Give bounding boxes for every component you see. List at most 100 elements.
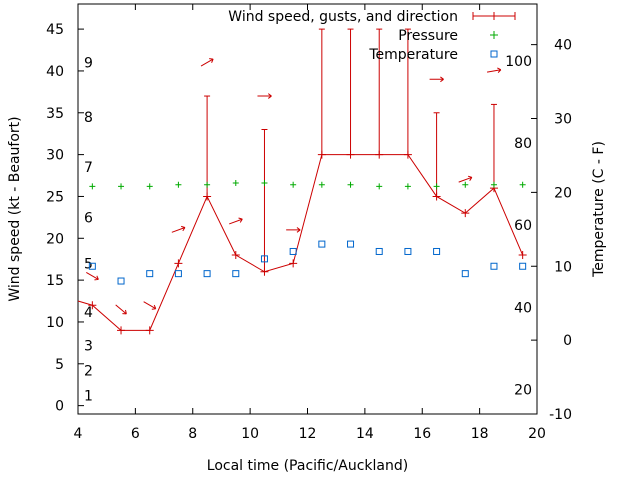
pressure-point: [261, 180, 268, 187]
x-tick-label: 14: [356, 426, 374, 442]
x-tick-label: 18: [471, 426, 489, 442]
wind-point: [203, 192, 212, 201]
temperature-point: [347, 240, 355, 248]
x-tick-label: 4: [74, 426, 83, 442]
beaufort-label: 7: [84, 160, 93, 176]
wind-direction-arrow: [86, 272, 99, 281]
x-tick-label: 8: [188, 426, 197, 442]
y-tick-label: 5: [55, 357, 64, 373]
y-tick-label: 40: [46, 64, 64, 80]
beaufort-label: 2: [84, 363, 93, 379]
beaufort-label: 4: [84, 305, 93, 321]
beaufort-label: 6: [84, 210, 93, 226]
wind-point: [375, 150, 384, 159]
y2-tick-label: 20: [554, 185, 572, 201]
pressure-point: [175, 181, 182, 188]
y2-tick-label: 10: [554, 259, 572, 275]
pressure-point: [146, 183, 153, 190]
beaufort-label: 9: [84, 56, 93, 72]
x-tick-label: 20: [528, 426, 546, 442]
pressure-point: [89, 183, 96, 190]
y2-tick-label: 30: [554, 112, 572, 128]
pressure-point: [404, 183, 411, 190]
pressure-point: [490, 181, 497, 188]
wind-point: [174, 259, 183, 268]
temperature-point: [318, 240, 326, 248]
temperature-point: [289, 247, 297, 255]
y2-axis-title: Temperature (C - F): [591, 141, 607, 278]
wind-direction-arrow: [429, 76, 444, 83]
temperature-point: [404, 247, 412, 255]
fahrenheit-label: 60: [514, 218, 532, 234]
y2-tick-label: -10: [549, 407, 572, 423]
wind-point: [88, 301, 97, 310]
wind-point: [461, 209, 470, 218]
wind-speed-line: [77, 154, 524, 331]
wind-point: [260, 267, 269, 276]
pressure-point: [347, 181, 354, 188]
fahrenheit-label: 20: [514, 383, 532, 399]
beaufort-label: 1: [84, 389, 93, 405]
y-tick-label: 0: [55, 399, 64, 415]
wind-point: [317, 150, 326, 159]
pressure-point: [519, 181, 526, 188]
y-tick-label: 25: [46, 189, 64, 205]
temperature-point: [260, 255, 268, 263]
temperature-point: [461, 270, 469, 278]
y2-tick-label: 40: [554, 38, 572, 54]
beaufort-label: 3: [84, 338, 93, 354]
x-tick-label: 16: [413, 426, 431, 442]
legend-swatch-pressure: [490, 31, 498, 39]
wind-direction-arrow: [486, 67, 502, 73]
pressure-point: [433, 183, 440, 190]
temperature-point: [490, 262, 498, 270]
pressure-point: [318, 181, 325, 188]
temperature-point: [203, 270, 211, 278]
pressure-point: [232, 180, 239, 187]
wind-point: [145, 326, 154, 335]
wind-direction-arrow: [229, 217, 243, 225]
temperature-point: [146, 270, 154, 278]
legend-label-temperature: Temperature: [368, 47, 458, 63]
y-tick-label: 45: [46, 22, 64, 38]
pressure-point: [290, 181, 297, 188]
wind-point: [117, 326, 126, 335]
temperature-point: [88, 262, 96, 270]
y-axis-title: Wind speed (kt - Beaufort): [7, 116, 23, 301]
wind-direction-arrow: [200, 58, 214, 67]
wind-direction-arrow: [115, 304, 127, 315]
wind-point: [432, 192, 441, 201]
y-tick-label: 15: [46, 273, 64, 289]
pressure-point: [204, 181, 211, 188]
pressure-point: [462, 181, 469, 188]
wind-direction-arrow: [458, 175, 473, 183]
legend-label-wind: Wind speed, gusts, and direction: [228, 9, 458, 25]
temperature-point: [117, 277, 125, 285]
x-axis-title: Local time (Pacific/Auckland): [207, 458, 408, 474]
pressure-point: [376, 183, 383, 190]
temperature-point: [519, 262, 527, 270]
x-tick-label: 12: [299, 426, 317, 442]
temperature-point: [375, 247, 383, 255]
beaufort-label: 8: [84, 110, 93, 126]
fahrenheit-label: 40: [514, 301, 532, 317]
wind-point: [403, 150, 412, 159]
legend-swatch-wind-point: [490, 12, 498, 20]
wind-direction-arrow: [171, 225, 186, 233]
y-tick-label: 20: [46, 231, 64, 247]
wind-point: [231, 251, 240, 260]
fahrenheit-label: 80: [514, 136, 532, 152]
y-tick-label: 10: [46, 315, 64, 331]
wind-direction-arrow: [257, 93, 272, 99]
y-tick-label: 30: [46, 148, 64, 164]
temperature-point: [232, 270, 240, 278]
wind-direction-arrow: [286, 227, 301, 233]
pressure-point: [118, 183, 125, 190]
wind-point: [346, 150, 355, 159]
temperature-point: [174, 270, 182, 278]
beaufort-label: 5: [84, 256, 93, 272]
y-tick-label: 35: [46, 106, 64, 122]
wind-point: [289, 259, 298, 268]
wind-point: [518, 251, 527, 260]
